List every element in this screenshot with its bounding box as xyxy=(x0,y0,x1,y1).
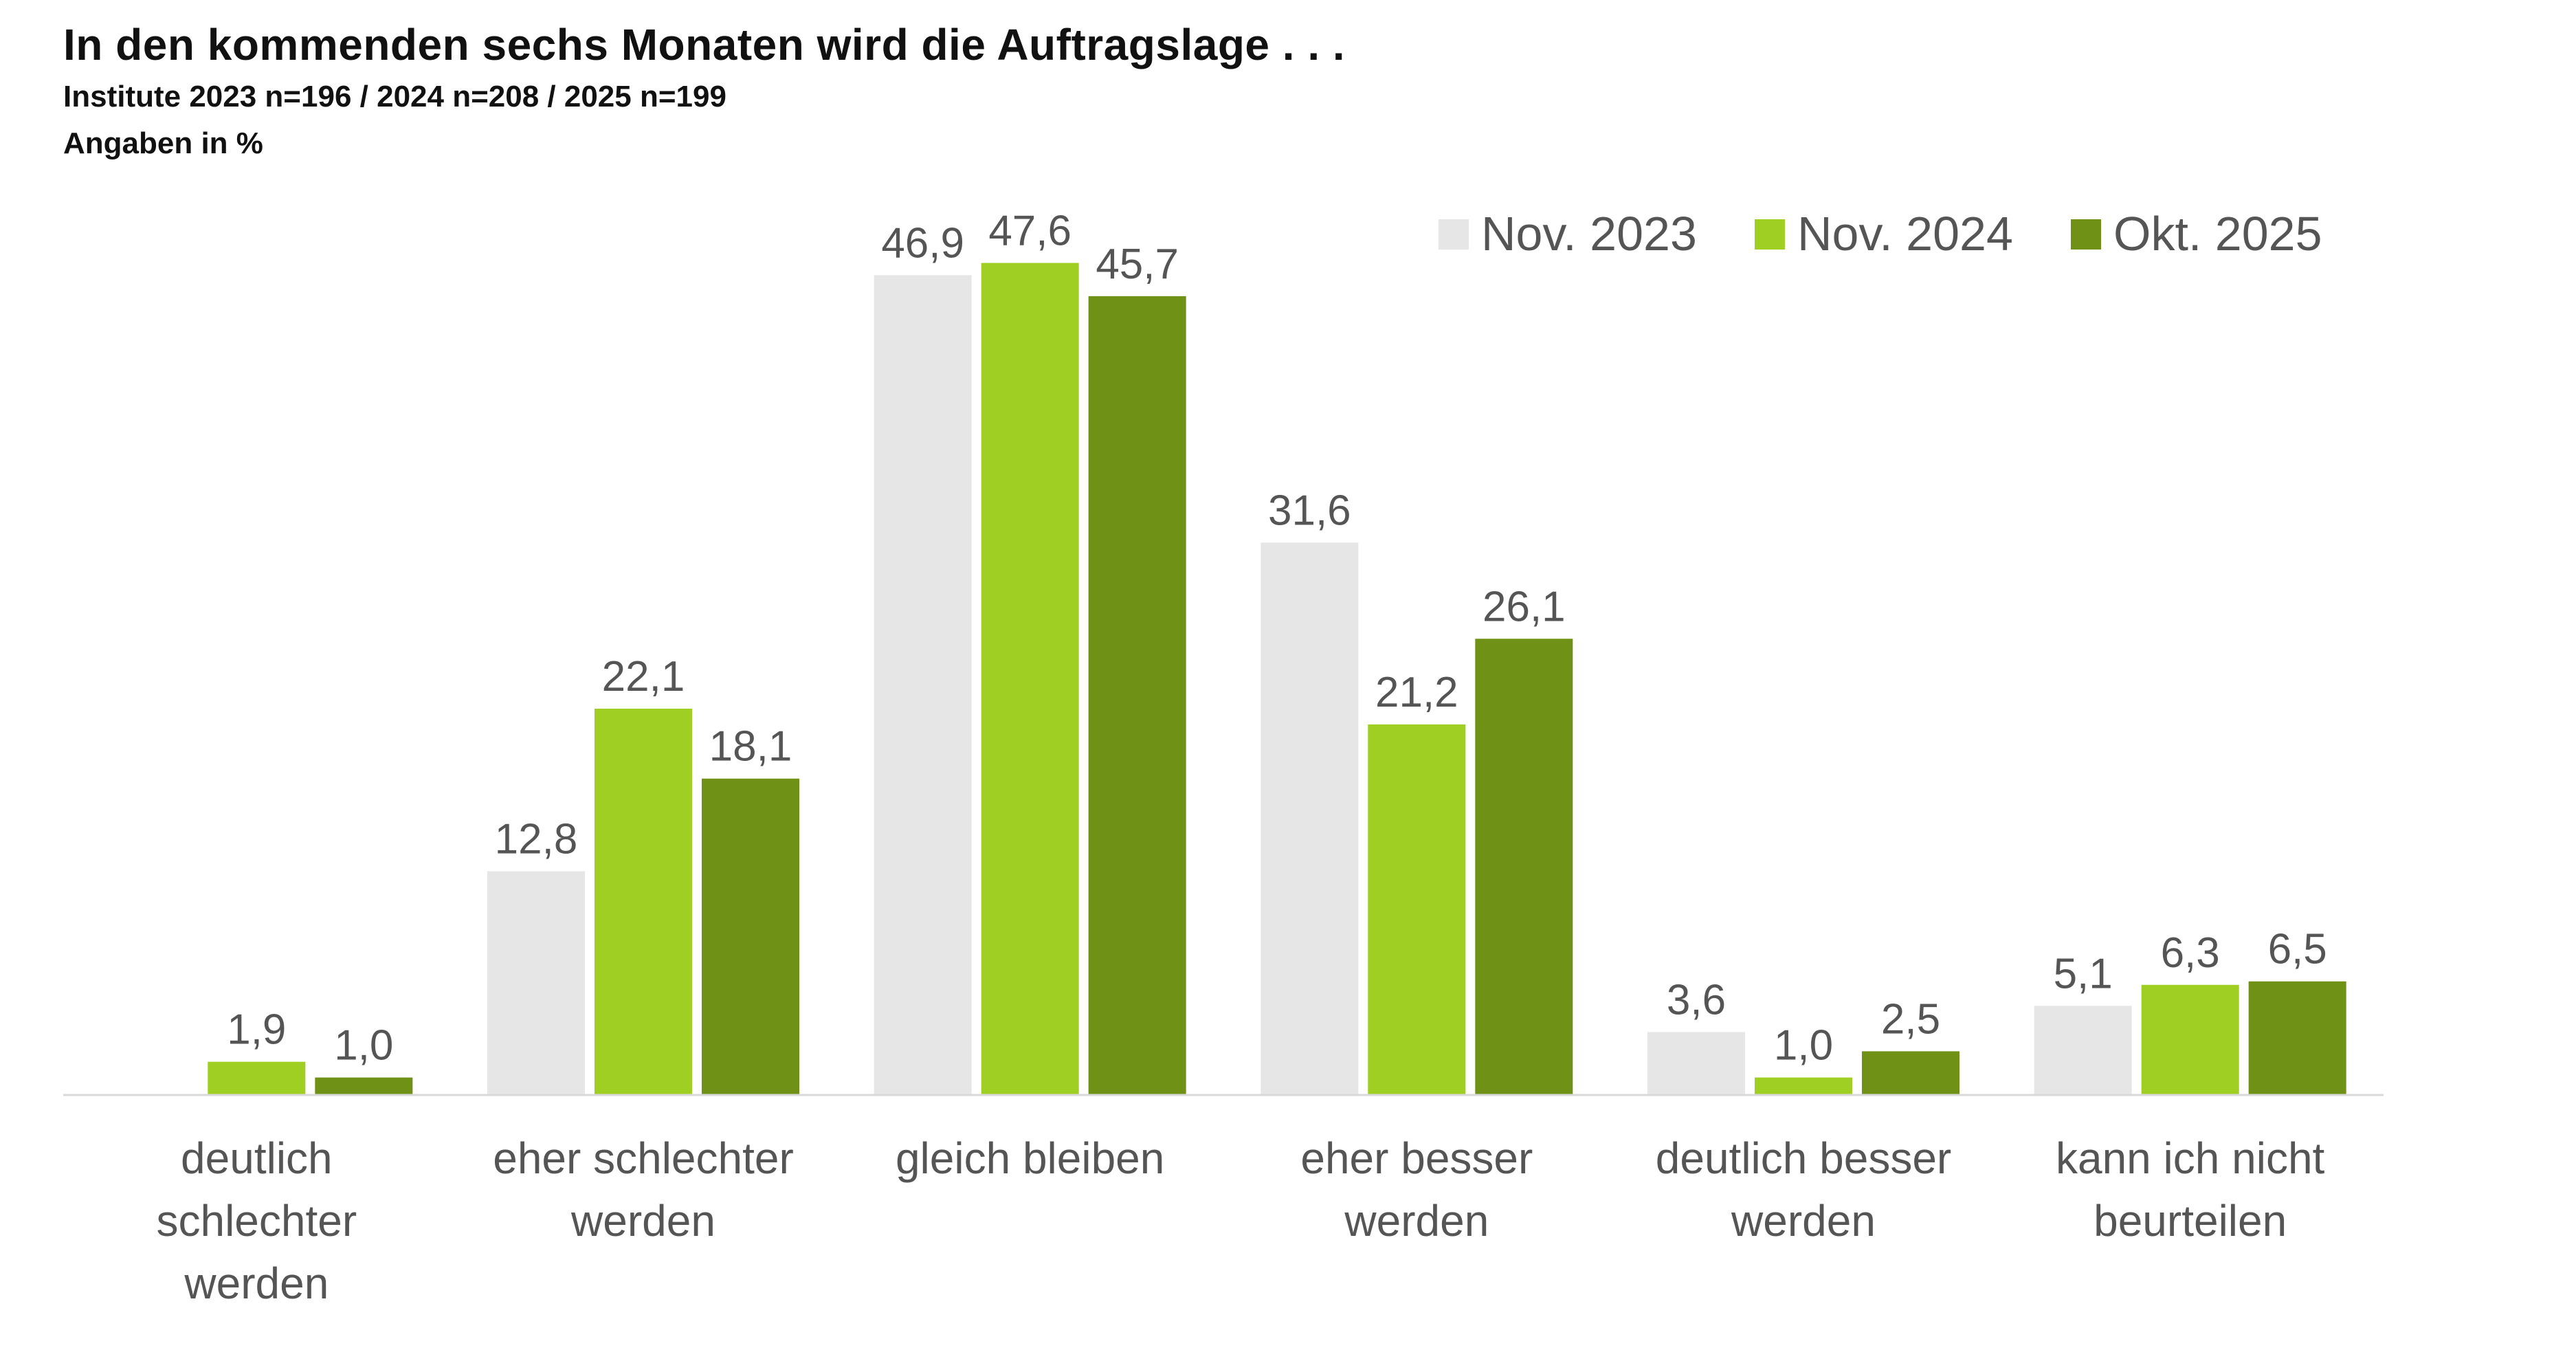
value-label-4-0: 3,6 xyxy=(1667,976,1726,1023)
legend-swatch-1 xyxy=(1755,219,1785,250)
value-label-2-1: 47,6 xyxy=(988,208,1072,255)
value-label-5-0: 5,1 xyxy=(2054,950,2113,997)
value-label-3-1: 21,2 xyxy=(1375,669,1458,716)
bar-5-1 xyxy=(2141,984,2239,1095)
bar-1-0 xyxy=(487,871,585,1095)
bar-5-2 xyxy=(2248,981,2346,1095)
bar-5-0 xyxy=(2034,1006,2132,1095)
bar-4-2 xyxy=(1862,1051,1959,1095)
chart-subtitle: Institute 2023 n=196 / 2024 n=208 / 2025… xyxy=(63,80,726,113)
chart-title: In den kommenden sechs Monaten wird die … xyxy=(63,20,1346,69)
value-label-3-2: 26,1 xyxy=(1483,583,1566,630)
bar-3-1 xyxy=(1368,724,1466,1095)
value-label-1-1: 22,1 xyxy=(602,653,685,700)
bar-0-2 xyxy=(315,1077,413,1095)
unit-note: Angaben in % xyxy=(63,126,263,160)
value-label-0-2: 1,0 xyxy=(334,1022,393,1070)
legend-swatch-0 xyxy=(1439,219,1469,250)
bar-2-0 xyxy=(874,275,972,1095)
value-labels-group: 1,9 1,0 12,8 22,1 18,1 46,9 47,6 45,7 31,6 21,2 26… xyxy=(227,208,2327,1070)
bar-3-0 xyxy=(1261,542,1359,1095)
category-labels-group: deutlich schlechter werden eher schlechter w… xyxy=(156,1133,2324,1308)
category-label-1: eher schlechter werden xyxy=(493,1133,794,1246)
legend-label-2: Okt. 2025 xyxy=(2113,207,2322,261)
bar-2-2 xyxy=(1088,296,1186,1095)
legend-label-0: Nov. 2023 xyxy=(1481,207,1697,261)
category-label-2: gleich bleiben xyxy=(896,1133,1164,1183)
value-label-3-0: 31,6 xyxy=(1268,487,1351,534)
category-label-0: deutlich schlechter werden xyxy=(156,1133,357,1308)
category-label-5: kann ich nicht beurteilen xyxy=(2056,1133,2325,1246)
value-label-5-1: 6,3 xyxy=(2161,929,2220,977)
bar-3-2 xyxy=(1475,639,1573,1095)
value-label-1-0: 12,8 xyxy=(495,815,578,863)
bar-4-0 xyxy=(1647,1032,1745,1095)
bar-0-1 xyxy=(208,1061,306,1095)
legend-swatch-2 xyxy=(2071,219,2101,250)
bar-4-1 xyxy=(1755,1077,1852,1095)
bars-group xyxy=(208,263,2346,1096)
bar-2-1 xyxy=(981,263,1079,1096)
legend-label-1: Nov. 2024 xyxy=(1797,207,2013,261)
value-label-2-2: 45,7 xyxy=(1096,241,1179,288)
value-label-1-2: 18,1 xyxy=(709,723,792,771)
category-label-3: eher besser werden xyxy=(1300,1133,1533,1246)
value-label-4-1: 1,0 xyxy=(1774,1022,1833,1070)
value-label-2-0: 46,9 xyxy=(881,219,964,267)
legend: Nov. 2023 Nov. 2024 Okt. 2025 xyxy=(1439,207,2322,261)
value-label-5-2: 6,5 xyxy=(2268,926,2327,973)
value-label-0-1: 1,9 xyxy=(227,1006,286,1054)
value-label-4-2: 2,5 xyxy=(1881,995,1940,1043)
category-label-4: deutlich besser werden xyxy=(1656,1133,1951,1246)
bar-1-1 xyxy=(595,708,692,1095)
bar-1-2 xyxy=(702,778,799,1095)
